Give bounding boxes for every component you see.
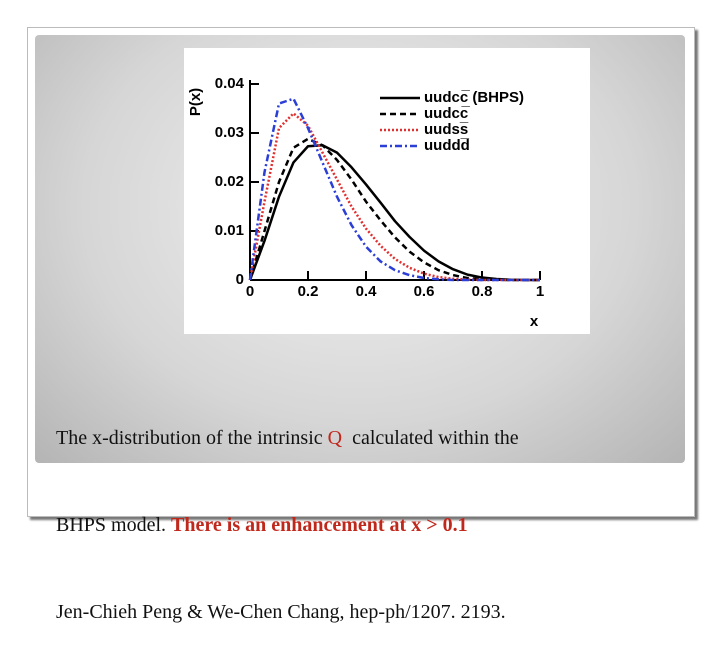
series-line (248, 97, 540, 282)
x-tick-label: 0.2 (298, 283, 319, 300)
chart: x P(x) 0 0.01 0.02 0.03 0.04 0 0.2 0.4 0.6 0.8 1 uu… (184, 48, 590, 334)
legend-label: uudss̅ (424, 121, 469, 138)
caption-text: The x-distribution of the intrinsic (56, 427, 328, 449)
y-tick-label: 0 (236, 271, 244, 288)
caption-highlight: Q (327, 427, 343, 449)
caption-text: calculated within the (342, 427, 519, 449)
x-axis-label: x (530, 313, 539, 330)
caption: The x-distribution of the intrinsic Q ca… (56, 366, 519, 656)
y-tick-label: 0.04 (215, 75, 245, 92)
caption-text: Jen-Chieh Peng & We-Chen Chang, hep-ph/1… (56, 601, 506, 623)
series-line (248, 137, 540, 282)
caption-line: The x-distribution of the intrinsic Q ca… (56, 424, 519, 453)
x-tick-label: 1 (536, 283, 544, 300)
legend-label: uudcc̅ (BHPS) (424, 89, 524, 106)
slide: x P(x) 0 0.01 0.02 0.03 0.04 0 0.2 0.4 0.6 0.8 1 uu… (27, 27, 695, 623)
series-line (248, 112, 540, 282)
caption-line: BHPS model. There is an enhancement at x… (56, 511, 519, 540)
y-tick-label: 0.01 (215, 222, 244, 239)
y-tick-label: 0.02 (215, 173, 244, 190)
chart-background (184, 48, 590, 334)
series-line (248, 144, 540, 282)
legend-label: uuddd̅ (424, 137, 470, 154)
caption-highlight: There is an enhancement at x > 0.1 (171, 514, 468, 536)
x-tick-label: 0 (246, 283, 254, 300)
y-axis-label: P(x) (187, 88, 204, 116)
legend-label: uudcc̅ (424, 105, 471, 122)
caption-line: Jen-Chieh Peng & We-Chen Chang, hep-ph/1… (56, 598, 519, 627)
caption-text: BHPS model. (56, 514, 172, 536)
x-tick-label: 0.8 (472, 283, 493, 300)
y-tick-label: 0.03 (215, 124, 244, 141)
x-tick-label: 0.6 (414, 283, 435, 300)
x-tick-label: 0.4 (356, 283, 378, 300)
